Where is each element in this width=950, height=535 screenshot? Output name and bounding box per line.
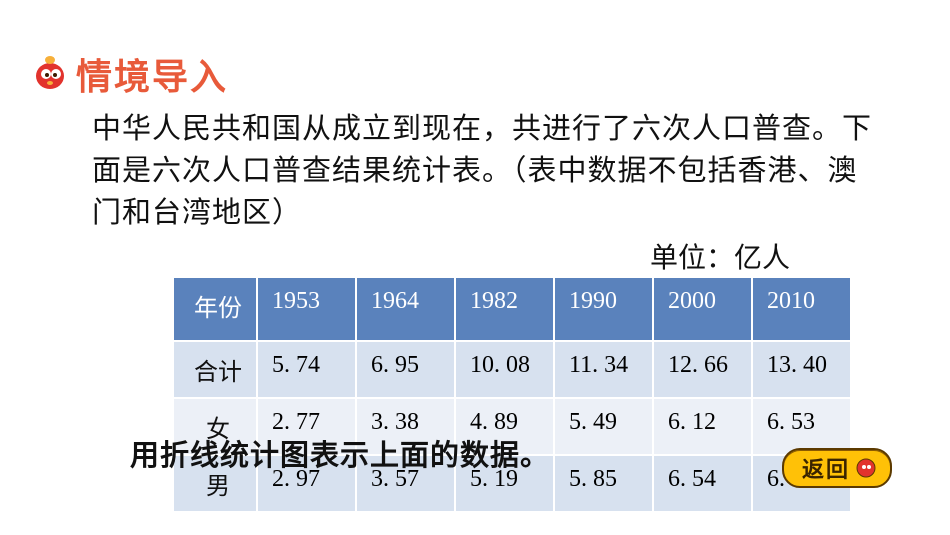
table-header-row: 年份 1953 1964 1982 1990 2000 2010	[173, 277, 851, 341]
row-label-total: 合计	[173, 341, 257, 398]
census-table: 年份 1953 1964 1982 1990 2000 2010 合计 5. 7…	[172, 276, 852, 513]
col-header-1990: 1990	[554, 277, 653, 341]
cell: 6. 12	[653, 398, 752, 455]
cell: 11. 34	[554, 341, 653, 398]
cell: 5. 74	[257, 341, 356, 398]
cell: 6. 53	[752, 398, 851, 455]
return-icon	[856, 458, 876, 478]
cell: 6. 54	[653, 455, 752, 512]
census-table-wrap: 年份 1953 1964 1982 1990 2000 2010 合计 5. 7…	[172, 276, 852, 513]
table-row: 合计 5. 74 6. 95 10. 08 11. 34 12. 66 13. …	[173, 341, 851, 398]
col-header-1953: 1953	[257, 277, 356, 341]
col-header-1964: 1964	[356, 277, 455, 341]
page-title: 情境导入	[76, 48, 228, 100]
caption-text: 用折线统计图表示上面的数据。	[130, 432, 550, 474]
mascot-icon	[30, 54, 70, 94]
col-header-1982: 1982	[455, 277, 554, 341]
cell: 10. 08	[455, 341, 554, 398]
cell: 12. 66	[653, 341, 752, 398]
intro-text: 中华人民共和国从成立到现在，共进行了六次人口普查。下面是六次人口普查结果统计表。…	[92, 108, 880, 234]
unit-label: 单位：亿人	[0, 236, 790, 276]
cell: 13. 40	[752, 341, 851, 398]
cell: 6. 95	[356, 341, 455, 398]
return-button-label: 返回	[802, 452, 850, 484]
col-header-2010: 2010	[752, 277, 851, 341]
col-header-year: 年份	[173, 277, 257, 341]
cell: 5. 49	[554, 398, 653, 455]
header: 情境导入	[0, 0, 950, 100]
cell: 5. 85	[554, 455, 653, 512]
col-header-2000: 2000	[653, 277, 752, 341]
return-button[interactable]: 返回	[782, 448, 892, 488]
